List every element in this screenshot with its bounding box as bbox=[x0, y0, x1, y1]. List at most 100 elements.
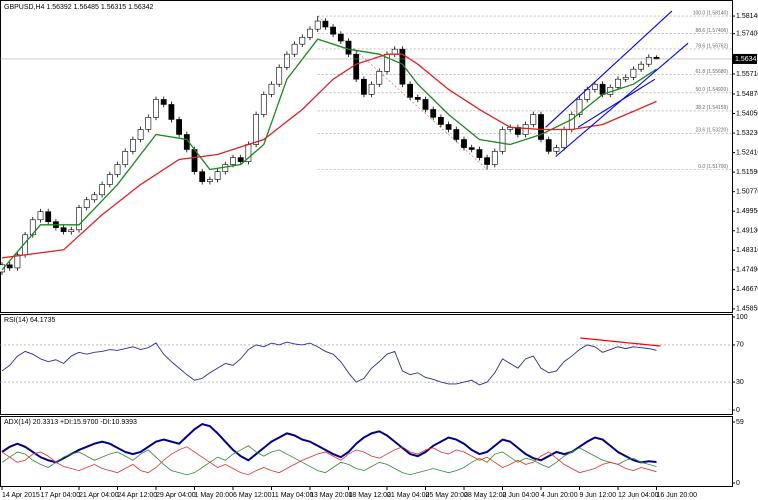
y-tick-label: 0 bbox=[736, 407, 740, 414]
candle-body bbox=[137, 129, 144, 140]
y-tick-label: 1.51590 bbox=[736, 169, 758, 176]
y-tick-label: 1.58140 bbox=[736, 13, 758, 20]
x-tick-label: 29 Apr 04:00 bbox=[156, 492, 196, 499]
trend-line bbox=[545, 10, 673, 128]
candle-body bbox=[60, 227, 67, 233]
candle-body bbox=[222, 164, 229, 172]
candle-body bbox=[630, 68, 637, 78]
y-tick-label: 1.49130 bbox=[736, 228, 758, 235]
x-tick-label: 1 May 20:00 bbox=[195, 492, 234, 499]
candle-body bbox=[545, 139, 552, 152]
candle-body bbox=[414, 97, 421, 100]
candle-body bbox=[291, 43, 298, 55]
candle-body bbox=[453, 129, 460, 140]
candle-body bbox=[599, 83, 606, 95]
y-tick-label: 1.47490 bbox=[736, 267, 758, 274]
candle-body bbox=[422, 99, 429, 110]
x-tick-label: 14 Apr 2015 bbox=[2, 492, 40, 499]
candle-body bbox=[91, 194, 98, 201]
candle-body bbox=[499, 129, 506, 152]
x-tick-label: 9 Jun 12:00 bbox=[580, 492, 617, 499]
candle-body bbox=[360, 78, 367, 95]
fibo-label: 61.8 (1.55680) bbox=[695, 69, 728, 75]
candle-body bbox=[430, 109, 437, 118]
candle-body bbox=[591, 83, 598, 90]
candle-body bbox=[14, 254, 21, 269]
moving-average bbox=[1, 53, 657, 259]
candle-body bbox=[299, 36, 306, 45]
candle-body bbox=[476, 149, 483, 158]
candle-body bbox=[283, 53, 290, 68]
indicator-line bbox=[1, 422, 657, 464]
candle-body bbox=[176, 119, 182, 135]
trend-line bbox=[577, 78, 656, 128]
x-tick-label: 4 Jun 20:00 bbox=[541, 492, 578, 499]
candle-body bbox=[615, 78, 621, 88]
candle-body bbox=[168, 104, 175, 120]
candle-body bbox=[468, 147, 475, 150]
candle-body bbox=[99, 184, 105, 196]
candle-body bbox=[638, 63, 644, 70]
candle-body bbox=[83, 199, 90, 208]
y-tick-label: 1.50770 bbox=[736, 189, 758, 196]
candle-body bbox=[376, 71, 383, 85]
candle-body bbox=[307, 28, 313, 38]
candle-body bbox=[230, 157, 236, 165]
y-tick-label: 1.54050 bbox=[736, 110, 758, 117]
x-tick-label: 6 May 12:00 bbox=[233, 492, 272, 499]
candle-body bbox=[437, 117, 444, 125]
candle-body bbox=[260, 94, 267, 115]
y-tick-label: 30 bbox=[736, 379, 744, 386]
candle-body bbox=[322, 20, 329, 28]
candle-body bbox=[314, 20, 321, 30]
candle-body bbox=[207, 179, 213, 182]
candle-body bbox=[445, 124, 452, 130]
candle-body bbox=[153, 99, 159, 118]
x-tick-label: 11 May 04:00 bbox=[272, 492, 314, 499]
y-tick-label: 0 bbox=[736, 480, 740, 487]
candle-body bbox=[345, 40, 352, 55]
candle-body bbox=[29, 219, 36, 236]
price-box bbox=[733, 53, 757, 64]
candle-body bbox=[491, 151, 498, 165]
candle-body bbox=[622, 76, 629, 80]
x-tick-label: 17 Apr 04:00 bbox=[41, 492, 81, 499]
candle-body bbox=[645, 56, 652, 65]
indicator-line bbox=[1, 446, 657, 476]
x-tick-label: 25 May 20:00 bbox=[426, 492, 469, 499]
x-tick-label: 21 Apr 04:00 bbox=[79, 492, 119, 499]
y-tick-label: 1.54870 bbox=[736, 91, 758, 98]
rsi-panel-frame bbox=[0, 314, 733, 415]
candle-body bbox=[530, 114, 537, 125]
candle-body bbox=[160, 99, 167, 105]
fibo-label: 38.2 (1.54159) bbox=[695, 105, 728, 111]
candle-body bbox=[353, 53, 360, 80]
fibo-label: 88.6 (1.57406) bbox=[695, 28, 728, 34]
fibo-label: 78.6 (1.56762) bbox=[695, 43, 728, 49]
fibo-label: 0.0 (1.51700) bbox=[698, 164, 728, 170]
candle-body bbox=[538, 114, 544, 140]
y-tick-label: 1.46670 bbox=[736, 286, 758, 293]
candle-body bbox=[330, 26, 336, 35]
candle-body bbox=[253, 114, 259, 145]
y-tick-label: 1.53230 bbox=[736, 130, 758, 137]
fibo-label: 23.6 (1.53220) bbox=[695, 128, 728, 134]
panel-title: RSI(14) 64.1735 bbox=[4, 317, 55, 324]
y-tick-label: 1.48310 bbox=[736, 247, 758, 254]
fibo-label: 50.0 (1.54920) bbox=[695, 87, 728, 93]
candle-body bbox=[45, 211, 52, 222]
candle-body bbox=[576, 99, 583, 115]
y-tick-label: 1.49950 bbox=[736, 208, 758, 215]
candle-body bbox=[391, 48, 398, 55]
adx-panel-frame bbox=[0, 416, 733, 487]
candle-body bbox=[6, 264, 13, 269]
x-tick-label: 24 Apr 12:00 bbox=[118, 492, 158, 499]
candle-body bbox=[122, 151, 129, 165]
chart-title: GBPUSD,H4 1.56392 1.56485 1.56315 1.5634… bbox=[4, 4, 154, 11]
y-tick-label: 1.55710 bbox=[736, 71, 758, 78]
candle-body bbox=[76, 207, 82, 231]
indicator-line bbox=[1, 445, 657, 476]
candle-body bbox=[461, 139, 467, 148]
x-tick-label: 2 Jun 04:00 bbox=[503, 492, 540, 499]
candle-body bbox=[237, 157, 244, 162]
